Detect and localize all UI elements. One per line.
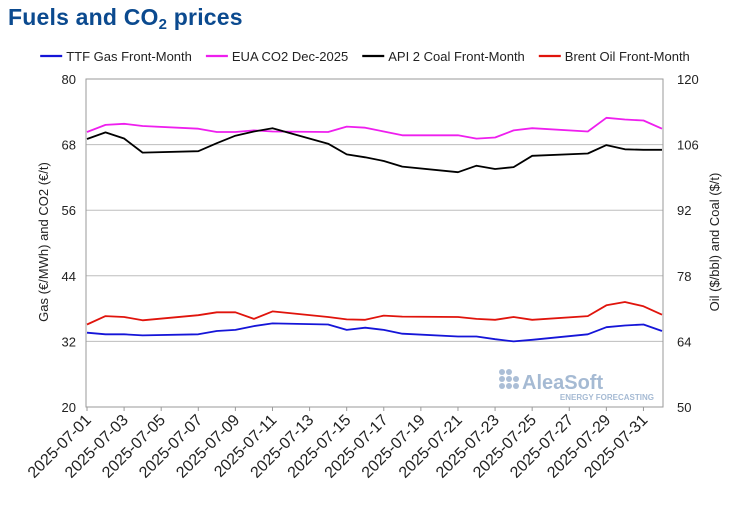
aleasoft-logo-icon xyxy=(499,369,519,389)
legend-item: Brent Oil Front-Month xyxy=(538,49,690,64)
right-tick-label: 78 xyxy=(677,269,691,284)
left-axis-label: Gas (€/MWh) and CO2 (€/t) xyxy=(36,162,51,322)
legend-item: TTF Gas Front-Month xyxy=(40,49,192,64)
left-tick-label: 80 xyxy=(62,72,76,87)
right-axis-ticks: 50 64 78 92 106 120 xyxy=(677,72,699,415)
right-tick-label: 64 xyxy=(677,334,691,349)
series-lines xyxy=(86,116,663,343)
chart-title: Fuels and CO2 prices xyxy=(8,4,243,33)
x-axis-ticks: 2025-07-012025-07-032025-07-052025-07-07… xyxy=(25,407,651,482)
watermark-brand: AleaSoft xyxy=(522,372,603,394)
legend-label: TTF Gas Front-Month xyxy=(66,49,192,64)
legend: TTF Gas Front-Month EUA CO2 Dec-2025 API 2… xyxy=(40,49,690,64)
title-main: Fuels and CO xyxy=(8,4,159,30)
series-line-brent-oil-front-month xyxy=(86,301,663,326)
right-tick-label: 120 xyxy=(677,72,699,87)
plot-area-border xyxy=(85,78,664,408)
left-tick-label: 32 xyxy=(62,334,76,349)
legend-label: EUA CO2 Dec-2025 xyxy=(232,49,348,64)
legend-label: Brent Oil Front-Month xyxy=(565,49,690,64)
left-tick-label: 56 xyxy=(62,203,76,218)
plot-frame xyxy=(85,78,664,408)
title-subscript: 2 xyxy=(158,16,168,33)
left-tick-label: 20 xyxy=(62,400,76,415)
series-line-ttf-gas-front-month xyxy=(86,322,663,343)
legend-item: EUA CO2 Dec-2025 xyxy=(205,49,348,64)
series-line-api-2-coal-front-month xyxy=(86,127,662,174)
legend-label: API 2 Coal Front-Month xyxy=(388,49,525,64)
left-tick-label: 44 xyxy=(62,269,76,284)
title-tail: prices xyxy=(167,4,243,30)
right-tick-label: 92 xyxy=(677,203,691,218)
right-axis-label: Oil ($/bbl) and Coal ($/t) xyxy=(707,173,722,312)
left-tick-label: 68 xyxy=(62,138,76,153)
right-tick-label: 50 xyxy=(677,400,691,415)
left-axis-ticks: 20 32 44 56 68 80 xyxy=(62,72,76,415)
series-line-eua-co2-dec-2025 xyxy=(86,116,663,140)
right-tick-label: 106 xyxy=(677,138,699,153)
watermark-tagline: ENERGY FORECASTING xyxy=(560,393,654,402)
legend-item: API 2 Coal Front-Month xyxy=(362,49,525,64)
